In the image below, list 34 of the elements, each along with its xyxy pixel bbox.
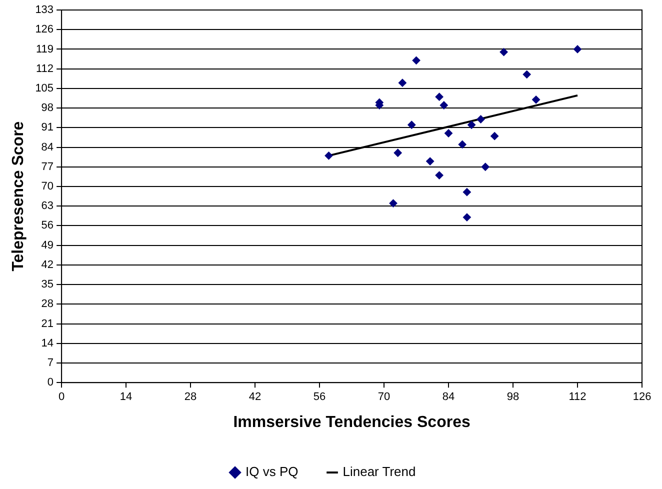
x-tick-label: 0 [58,391,65,404]
y-tick-label: 105 [35,82,54,94]
x-tick-label: 126 [632,391,652,404]
y-tick-label: 56 [41,220,54,232]
y-tick-label: 84 [41,141,54,154]
legend-label: Linear Trend [342,464,416,480]
y-tick-label: 49 [41,239,54,252]
y-tick-label: 133 [35,4,54,16]
y-tick-label: 28 [41,298,54,310]
y-tick-label: 14 [41,337,54,350]
y-tick-label: 126 [35,24,54,36]
x-tick-label: 70 [378,391,390,404]
x-tick-label: 28 [184,391,197,404]
y-tick-label: 0 [47,376,54,389]
y-tick-label: 112 [36,62,54,75]
x-axis-title: Immsersive Tendencies Scores [233,414,470,431]
y-tick-label: 70 [41,180,54,193]
x-tick-label: 14 [120,391,132,404]
y-tick-label: 42 [41,258,54,271]
x-tick-label: 112 [568,391,586,404]
x-tick-label: 98 [506,391,520,404]
y-tick-label: 98 [41,102,54,114]
y-tick-label: 7 [47,357,54,370]
y-tick-label: 119 [36,43,54,56]
y-tick-label: 77 [41,160,54,173]
legend-label: IQ vs PQ [246,464,298,480]
x-tick-label: 84 [442,391,455,404]
y-tick-label: 63 [41,200,54,212]
y-tick-label: 35 [41,278,54,291]
y-tick-label: 21 [41,318,54,330]
x-tick-label: 42 [248,391,262,404]
x-tick-label: 56 [313,391,326,404]
y-tick-label: 91 [41,122,54,134]
y-axis-title: Telepresence Score [10,121,28,272]
